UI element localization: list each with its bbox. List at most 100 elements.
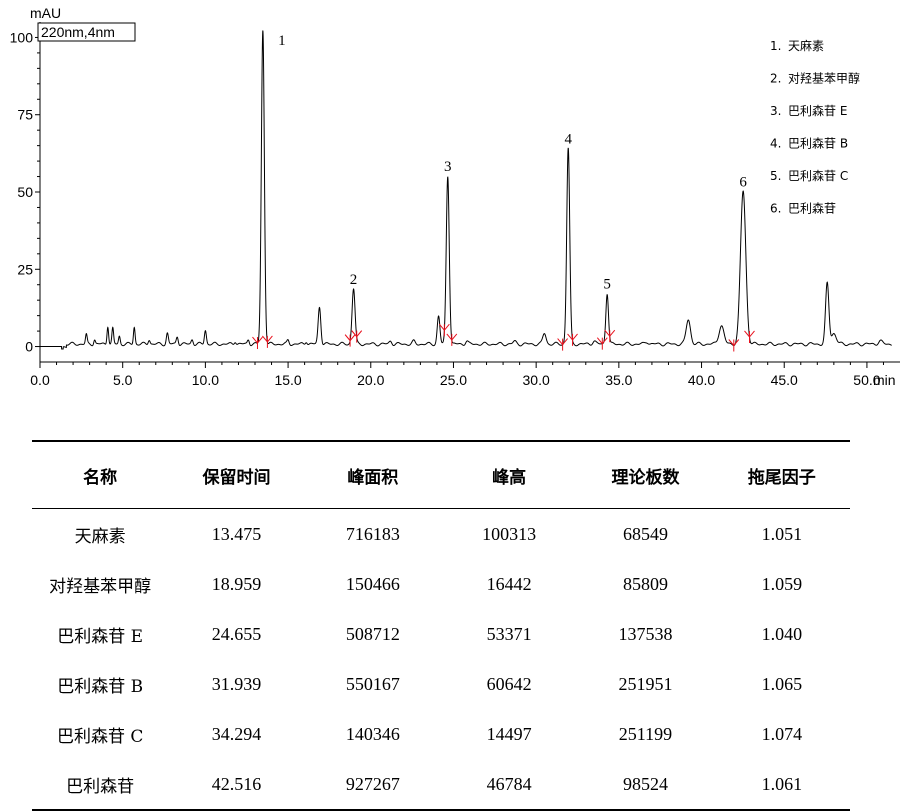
peak-label: 1 bbox=[278, 33, 286, 49]
column-header: 保留时间 bbox=[202, 467, 271, 488]
y-tick-label: 100 bbox=[10, 29, 34, 45]
compound-name-cell: 对羟基苯甲醇 bbox=[49, 576, 152, 597]
compound-name-cell: 巴利森苷 C bbox=[56, 726, 144, 747]
column-header: 名称 bbox=[83, 467, 118, 488]
legend-entry: 巴利森苷 bbox=[788, 201, 836, 216]
table-row: 天麻素 13.475 716183 100313 68549 1.051 bbox=[32, 509, 850, 560]
table-row: 巴利森苷 B 31.939 550167 60642 251951 1.065 bbox=[32, 659, 850, 709]
legend-number: 5. bbox=[770, 169, 781, 183]
legend-entry: 巴利森苷 E bbox=[788, 103, 847, 118]
integration-marker bbox=[567, 333, 578, 346]
value-cell: 1.051 bbox=[761, 523, 803, 544]
marker-stroke bbox=[596, 337, 603, 344]
integration-marker bbox=[252, 336, 263, 350]
table-row: 巴利森苷 E 24.655 508712 53371 137538 1.040 bbox=[32, 609, 850, 659]
x-tick-label: 50.0 bbox=[853, 372, 880, 388]
legend-number: 1. bbox=[770, 39, 781, 53]
x-tick-label: 45.0 bbox=[771, 372, 798, 388]
value-cell: 31.939 bbox=[211, 673, 262, 694]
integration-marker bbox=[596, 337, 608, 350]
integration-markers bbox=[252, 323, 755, 352]
x-tick-label: 35.0 bbox=[605, 372, 632, 388]
value-cell: 13.475 bbox=[211, 523, 262, 544]
x-tick-label: 30.0 bbox=[523, 372, 550, 388]
y-tick-label: 25 bbox=[17, 261, 33, 277]
marker-stroke bbox=[604, 329, 611, 337]
compound-name-cell: 天麻素 bbox=[74, 526, 126, 547]
legend-number: 2. bbox=[770, 72, 781, 86]
value-cell: 251951 bbox=[618, 673, 673, 694]
y-tick-label: 75 bbox=[17, 107, 33, 123]
marker-stroke bbox=[438, 323, 445, 331]
value-cell: 1.061 bbox=[761, 773, 803, 794]
marker-stroke bbox=[557, 338, 563, 345]
marker-stroke bbox=[349, 334, 356, 341]
table-row: 对羟基苯甲醇 18.959 150466 16442 85809 1.059 bbox=[32, 559, 850, 609]
value-cell: 60642 bbox=[486, 673, 532, 694]
value-cell: 550167 bbox=[345, 673, 400, 694]
integration-marker bbox=[438, 323, 450, 337]
condition-box: 220nm,4nm bbox=[37, 22, 136, 42]
compound-name-cell: 巴利森苷 bbox=[66, 776, 135, 797]
peak-label: 3 bbox=[444, 159, 452, 175]
integration-marker bbox=[262, 335, 273, 348]
integration-marker bbox=[446, 333, 458, 346]
integration-marker bbox=[604, 329, 616, 343]
value-cell: 508712 bbox=[345, 623, 400, 644]
legend-number: 3. bbox=[770, 104, 781, 118]
value-cell: 140346 bbox=[345, 723, 400, 744]
marker-stroke bbox=[443, 323, 450, 331]
marker-stroke bbox=[356, 330, 363, 337]
value-cell: 34.294 bbox=[211, 723, 262, 744]
value-cell: 1.065 bbox=[761, 673, 803, 694]
value-cell: 24.655 bbox=[211, 623, 262, 644]
x-tick-label: 25.0 bbox=[440, 372, 467, 388]
marker-stroke bbox=[446, 333, 453, 341]
x-unit-label: min bbox=[873, 372, 896, 388]
marker-stroke bbox=[601, 337, 608, 344]
x-tick-label: 15.0 bbox=[274, 372, 301, 388]
marker-stroke bbox=[344, 334, 351, 341]
value-cell: 150466 bbox=[345, 573, 400, 594]
marker-stroke bbox=[252, 336, 258, 344]
value-cell: 85809 bbox=[622, 573, 668, 594]
x-tick-label: 10.0 bbox=[192, 372, 219, 388]
legend: 1. 天麻素 2. 对羟基苯甲醇 3. 巴利森苷 E 4. 巴利森苷 B 5. 巴利森苷 C 6. 巴… bbox=[770, 38, 860, 216]
marker-stroke bbox=[728, 339, 735, 346]
chromatogram-trace bbox=[40, 30, 892, 350]
value-cell: 1.074 bbox=[761, 723, 803, 744]
value-cell: 716183 bbox=[345, 523, 400, 544]
y-unit-label: mAU bbox=[30, 5, 61, 21]
marker-stroke bbox=[257, 336, 263, 344]
value-cell: 68549 bbox=[622, 523, 668, 544]
value-cell: 42.516 bbox=[211, 773, 262, 794]
integration-marker bbox=[728, 339, 740, 352]
value-cell: 53371 bbox=[486, 623, 532, 644]
value-cell: 1.040 bbox=[761, 623, 803, 644]
marker-stroke bbox=[451, 333, 458, 341]
table-row: 巴利森苷 42.516 927267 46784 98524 1.061 bbox=[32, 759, 850, 810]
marker-stroke bbox=[572, 333, 578, 341]
marker-stroke bbox=[567, 333, 573, 341]
compound-name-cell: 巴利森苷 E bbox=[57, 626, 144, 647]
x-tick-label: 5.0 bbox=[113, 372, 133, 388]
condition-box-frame bbox=[37, 22, 136, 42]
value-cell: 927267 bbox=[345, 773, 400, 794]
y-tick-label: 50 bbox=[17, 184, 33, 200]
integration-marker bbox=[557, 338, 568, 351]
y-axis: 0 25 50 75 100 bbox=[10, 29, 40, 355]
marker-stroke bbox=[744, 330, 750, 338]
value-cell: 137538 bbox=[618, 623, 673, 644]
table-row: 巴利森苷 C 34.294 140346 14497 251199 1.074 bbox=[32, 709, 850, 759]
value-cell: 251199 bbox=[618, 723, 673, 744]
marker-stroke bbox=[733, 339, 740, 346]
marker-stroke bbox=[267, 335, 273, 343]
marker-stroke bbox=[749, 330, 755, 338]
legend-entry: 对羟基苯甲醇 bbox=[788, 71, 860, 86]
peak-label: 6 bbox=[739, 175, 747, 191]
compound-name-cell: 巴利森苷 B bbox=[57, 676, 144, 697]
column-header: 理论板数 bbox=[611, 467, 680, 488]
legend-entry: 巴利森苷 B bbox=[788, 136, 848, 151]
column-header: 峰面积 bbox=[347, 467, 399, 488]
